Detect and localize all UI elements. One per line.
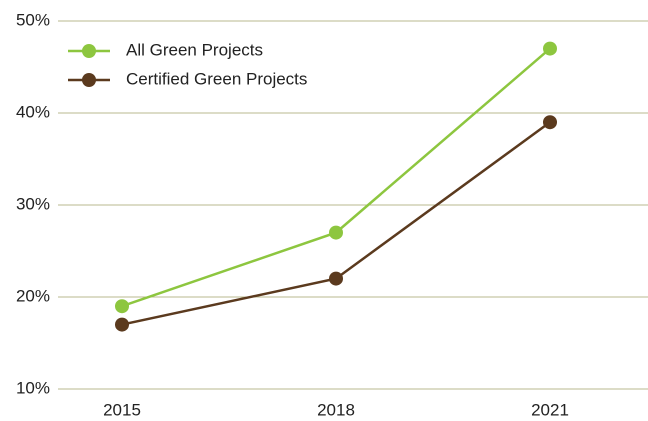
point — [115, 317, 129, 332]
point — [543, 41, 557, 56]
x-tick-label: 2021 — [531, 400, 569, 419]
point — [543, 115, 557, 130]
y-tick-label: 30% — [16, 194, 50, 213]
y-tick-label: 40% — [16, 102, 50, 121]
legend-label: Certified Green Projects — [126, 69, 307, 88]
y-tick-label: 50% — [16, 10, 50, 29]
point — [329, 225, 343, 240]
point — [115, 299, 129, 314]
x-tick-label: 2018 — [317, 400, 355, 419]
legend-marker — [82, 44, 96, 58]
series-line — [121, 121, 551, 326]
legend-marker — [82, 73, 96, 87]
y-tick-label: 10% — [16, 378, 50, 397]
legend-label: All Green Projects — [126, 40, 263, 59]
x-tick-label: 2015 — [103, 400, 141, 419]
y-tick-label: 20% — [16, 286, 50, 305]
point — [329, 271, 343, 286]
